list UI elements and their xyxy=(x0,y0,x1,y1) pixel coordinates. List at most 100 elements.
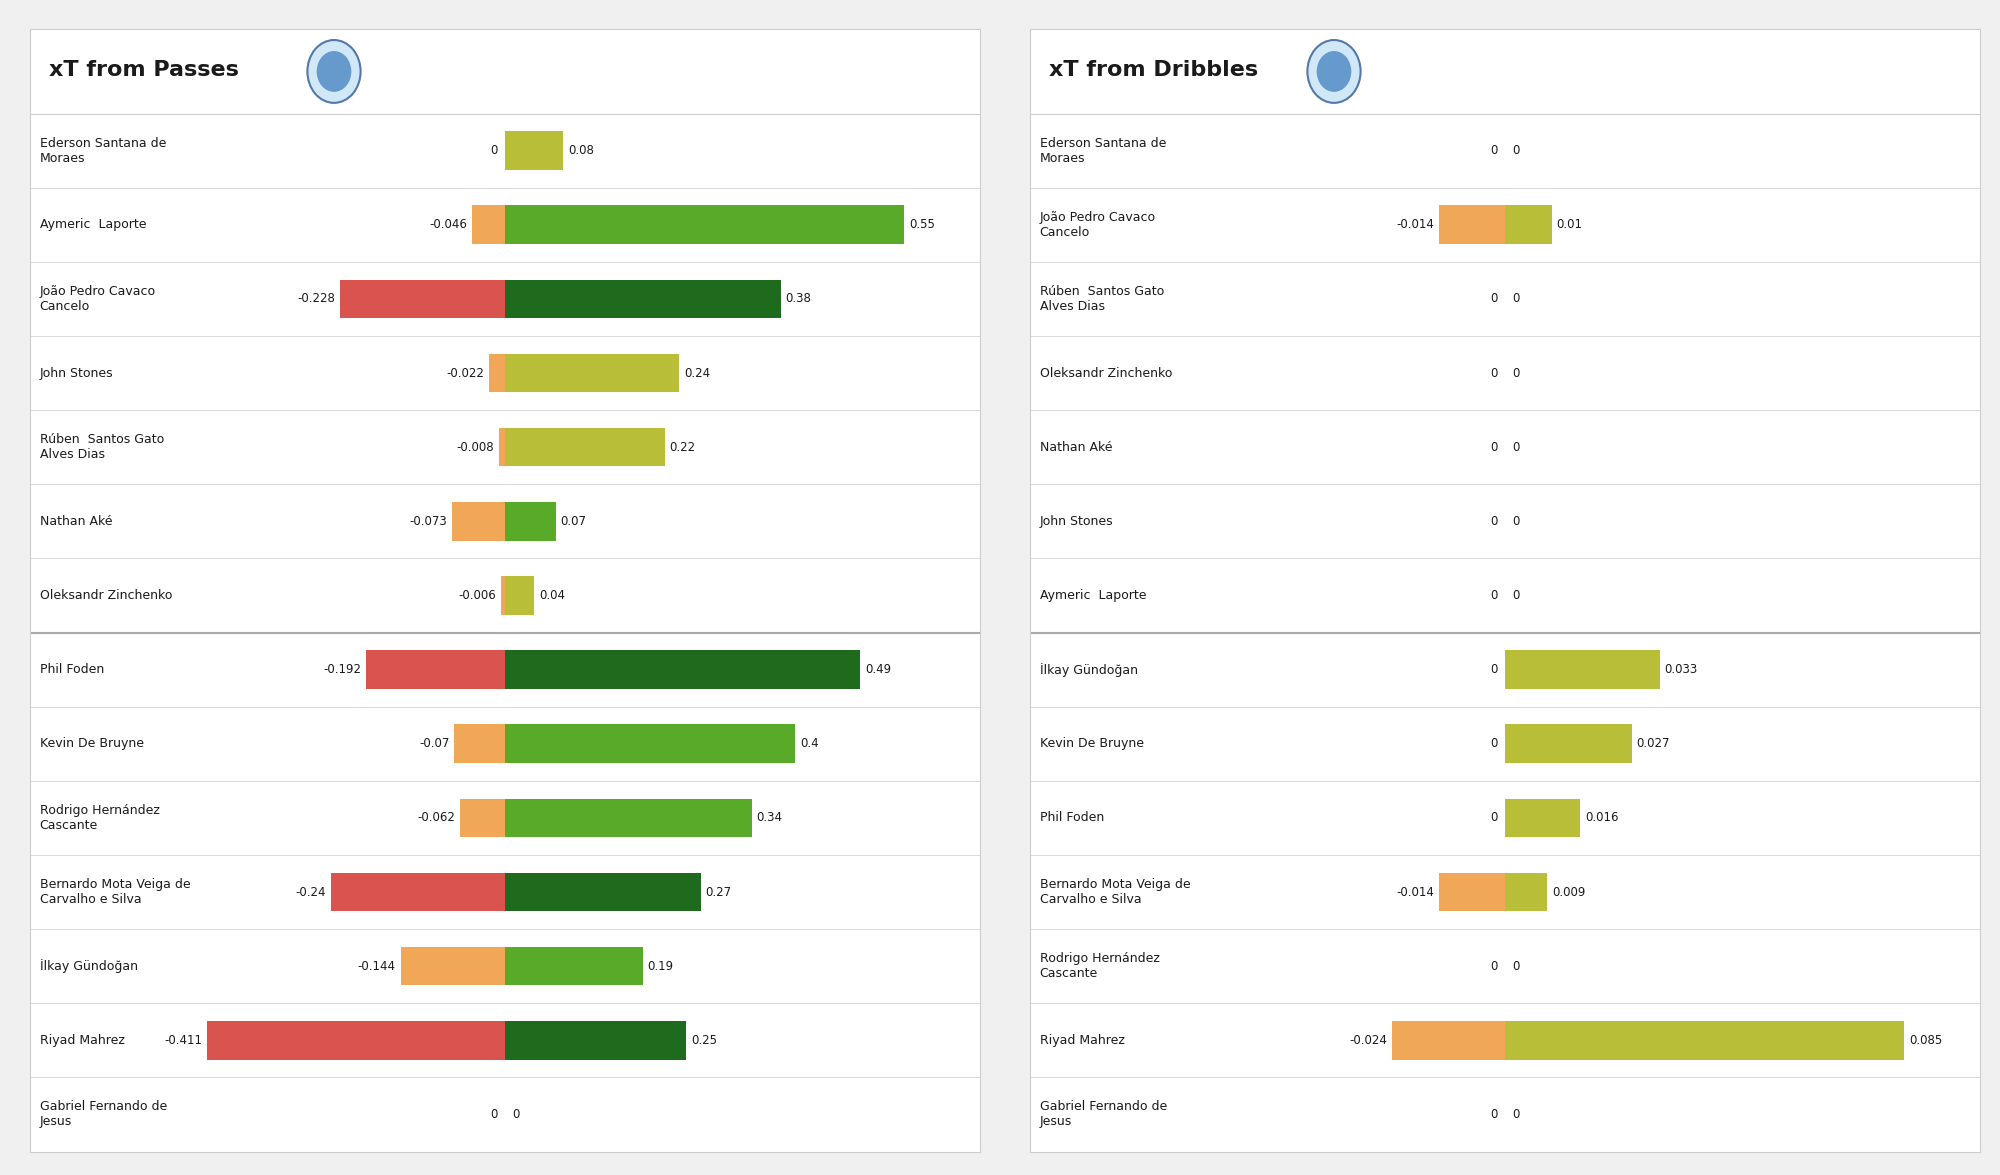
Circle shape xyxy=(1308,40,1360,103)
Bar xyxy=(452,502,504,540)
Text: 0: 0 xyxy=(1512,960,1520,973)
Bar xyxy=(472,206,504,244)
Bar xyxy=(500,428,504,466)
Text: 0: 0 xyxy=(1490,812,1498,825)
Text: 0.033: 0.033 xyxy=(1664,663,1698,676)
Bar xyxy=(500,576,504,615)
Text: 0: 0 xyxy=(1490,663,1498,676)
Text: 0.49: 0.49 xyxy=(866,663,892,676)
Text: 0: 0 xyxy=(1512,145,1520,157)
Text: 0: 0 xyxy=(1490,589,1498,602)
Bar xyxy=(504,799,752,837)
Text: 0.027: 0.027 xyxy=(1636,737,1670,750)
Text: Nathan Aké: Nathan Aké xyxy=(40,515,112,528)
Text: 0.25: 0.25 xyxy=(692,1034,718,1047)
Text: Oleksandr Zinchenko: Oleksandr Zinchenko xyxy=(1040,367,1172,380)
Text: -0.014: -0.014 xyxy=(1396,219,1434,231)
Text: 0: 0 xyxy=(1512,1108,1520,1121)
Text: -0.024: -0.024 xyxy=(1350,1034,1388,1047)
Bar xyxy=(454,725,504,763)
Text: 0.085: 0.085 xyxy=(1908,1034,1942,1047)
Circle shape xyxy=(316,51,352,92)
Text: 0.08: 0.08 xyxy=(568,145,594,157)
Bar xyxy=(1506,1021,1904,1060)
Bar xyxy=(1506,206,1552,244)
Bar xyxy=(1506,725,1632,763)
Text: 0.38: 0.38 xyxy=(786,293,812,306)
Text: 0.07: 0.07 xyxy=(560,515,586,528)
Text: xT from Passes: xT from Passes xyxy=(48,60,238,80)
Text: -0.192: -0.192 xyxy=(322,663,360,676)
Bar xyxy=(1506,799,1580,837)
Text: 0.24: 0.24 xyxy=(684,367,710,380)
Text: Aymeric  Laporte: Aymeric Laporte xyxy=(40,219,146,231)
Text: Rodrigo Hernández
Cascante: Rodrigo Hernández Cascante xyxy=(1040,952,1160,980)
Bar xyxy=(206,1021,504,1060)
Text: Phil Foden: Phil Foden xyxy=(1040,812,1104,825)
Text: -0.006: -0.006 xyxy=(458,589,496,602)
Text: Rodrigo Hernández
Cascante: Rodrigo Hernández Cascante xyxy=(40,804,160,832)
Bar xyxy=(1440,206,1506,244)
Bar xyxy=(504,725,796,763)
Text: 0.34: 0.34 xyxy=(756,812,782,825)
Text: 0: 0 xyxy=(490,1108,498,1121)
Bar xyxy=(504,650,860,689)
Bar xyxy=(504,280,780,318)
Text: Ederson Santana de
Moraes: Ederson Santana de Moraes xyxy=(40,136,166,165)
Bar xyxy=(490,354,504,392)
Bar xyxy=(1440,873,1506,912)
Text: Aymeric  Laporte: Aymeric Laporte xyxy=(1040,589,1146,602)
Text: -0.022: -0.022 xyxy=(446,367,484,380)
Text: Phil Foden: Phil Foden xyxy=(40,663,104,676)
Text: 0: 0 xyxy=(1512,293,1520,306)
Text: Kevin De Bruyne: Kevin De Bruyne xyxy=(1040,737,1144,750)
Text: -0.07: -0.07 xyxy=(420,737,450,750)
Text: 0: 0 xyxy=(1490,1108,1498,1121)
Text: xT from Dribbles: xT from Dribbles xyxy=(1048,60,1258,80)
Text: 0.55: 0.55 xyxy=(908,219,934,231)
Bar xyxy=(400,947,504,986)
Text: 0: 0 xyxy=(1512,589,1520,602)
Text: 0: 0 xyxy=(512,1108,520,1121)
Text: 0: 0 xyxy=(1490,441,1498,454)
Bar xyxy=(340,280,504,318)
Text: João Pedro Cavaco
Cancelo: João Pedro Cavaco Cancelo xyxy=(1040,210,1156,239)
Text: 0: 0 xyxy=(490,145,498,157)
Text: 0: 0 xyxy=(1490,367,1498,380)
Text: Oleksandr Zinchenko: Oleksandr Zinchenko xyxy=(40,589,172,602)
Circle shape xyxy=(1316,51,1352,92)
Text: -0.24: -0.24 xyxy=(296,886,326,899)
Bar xyxy=(504,502,556,540)
Text: Bernardo Mota Veiga de
Carvalho e Silva: Bernardo Mota Veiga de Carvalho e Silva xyxy=(40,878,190,906)
Text: İlkay Gündoğan: İlkay Gündoğan xyxy=(1040,663,1138,677)
Text: 0: 0 xyxy=(1512,367,1520,380)
Text: 0.04: 0.04 xyxy=(538,589,564,602)
Text: 0: 0 xyxy=(1512,515,1520,528)
Text: İlkay Gündoğan: İlkay Gündoğan xyxy=(40,959,138,973)
Text: 0.19: 0.19 xyxy=(648,960,674,973)
Text: -0.073: -0.073 xyxy=(410,515,448,528)
Text: 0.27: 0.27 xyxy=(706,886,732,899)
Bar xyxy=(504,132,564,170)
Text: Rúben  Santos Gato
Alves Dias: Rúben Santos Gato Alves Dias xyxy=(1040,284,1164,313)
Text: John Stones: John Stones xyxy=(40,367,114,380)
Bar xyxy=(504,576,534,615)
Text: -0.411: -0.411 xyxy=(164,1034,202,1047)
Text: Rúben  Santos Gato
Alves Dias: Rúben Santos Gato Alves Dias xyxy=(40,434,164,461)
Bar xyxy=(504,1021,686,1060)
Text: Gabriel Fernando de
Jesus: Gabriel Fernando de Jesus xyxy=(40,1101,166,1128)
Text: 0: 0 xyxy=(1490,960,1498,973)
Text: 0.016: 0.016 xyxy=(1584,812,1618,825)
Text: -0.014: -0.014 xyxy=(1396,886,1434,899)
Text: -0.046: -0.046 xyxy=(430,219,466,231)
Text: -0.144: -0.144 xyxy=(358,960,396,973)
Bar xyxy=(504,206,904,244)
Text: 0.009: 0.009 xyxy=(1552,886,1586,899)
Text: Kevin De Bruyne: Kevin De Bruyne xyxy=(40,737,144,750)
Text: Gabriel Fernando de
Jesus: Gabriel Fernando de Jesus xyxy=(1040,1101,1166,1128)
Text: -0.228: -0.228 xyxy=(296,293,334,306)
Bar xyxy=(1392,1021,1506,1060)
Text: Bernardo Mota Veiga de
Carvalho e Silva: Bernardo Mota Veiga de Carvalho e Silva xyxy=(1040,878,1190,906)
Bar xyxy=(1506,873,1548,912)
Bar xyxy=(504,873,700,912)
